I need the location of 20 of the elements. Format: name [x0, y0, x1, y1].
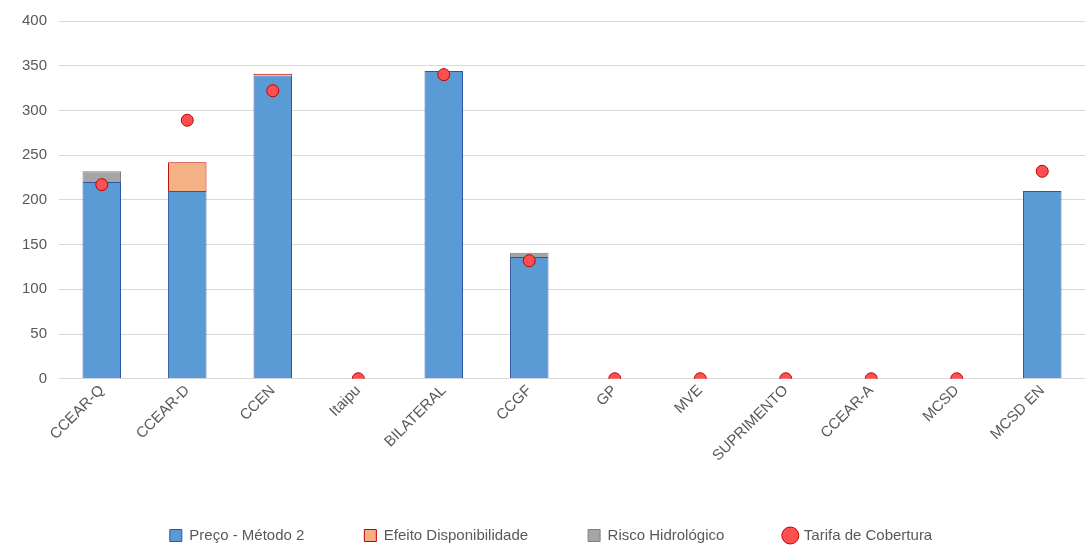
point: [1035, 164, 1049, 178]
y-tick-label: 350: [22, 55, 48, 73]
point: [266, 84, 280, 98]
y-tick-label: 50: [30, 324, 48, 342]
x-tick-label: GP: [592, 381, 620, 409]
point: [180, 113, 194, 127]
point: [522, 254, 536, 268]
point: [437, 68, 451, 82]
y-tick-label: 150: [22, 234, 48, 252]
legend-label: Tarifa de Cobertura: [803, 525, 933, 543]
legend-label: Risco Hidrológico: [607, 525, 725, 543]
legend-label: Efeito Disponibilidade: [383, 525, 529, 543]
y-tick-label: 0: [38, 368, 48, 386]
y-tick-label: 100: [22, 279, 48, 297]
y-tick-label: 400: [22, 11, 48, 29]
point: [95, 178, 109, 192]
legend-label: Preço - Método 2: [189, 525, 305, 543]
y-tick-label: 200: [22, 190, 48, 208]
y-tick-label: 300: [22, 100, 48, 118]
y-tick-label: 250: [22, 145, 48, 163]
